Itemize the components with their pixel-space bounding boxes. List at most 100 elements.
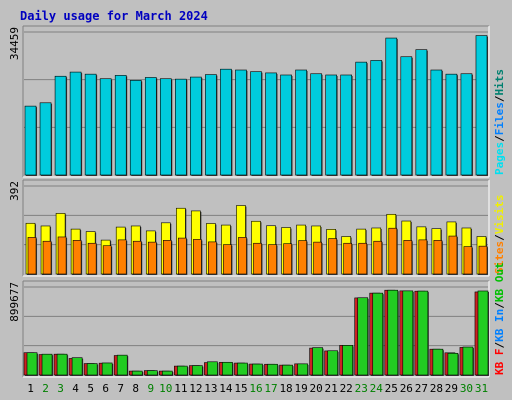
bar-group-day-19 bbox=[294, 363, 309, 376]
bar-group-day-4 bbox=[70, 228, 83, 275]
kbout-bar bbox=[477, 290, 489, 376]
day-label: 15 bbox=[234, 382, 247, 395]
sites-bar bbox=[463, 246, 473, 275]
bar-group-day-2 bbox=[39, 102, 53, 176]
sites-bar bbox=[162, 240, 172, 275]
bar-group-day-27 bbox=[416, 226, 428, 275]
hits-bar bbox=[129, 80, 142, 176]
kbout-bar bbox=[417, 290, 429, 376]
kbout-bar bbox=[26, 352, 38, 376]
kbout-bar bbox=[86, 363, 98, 376]
bar-group-day-2 bbox=[40, 225, 53, 275]
hits-bar bbox=[205, 74, 217, 176]
bar-group-day-9 bbox=[144, 77, 158, 176]
legend-part: / bbox=[493, 95, 506, 102]
kbout-bar bbox=[282, 364, 293, 376]
series-legend-label: KB F/KB In/KB Out bbox=[493, 262, 506, 375]
legend-part: Files bbox=[493, 102, 506, 135]
bar-group-day-28 bbox=[431, 228, 443, 275]
bar-group-day-31 bbox=[474, 290, 489, 376]
bar-group-day-24 bbox=[371, 227, 383, 275]
sites-bar bbox=[27, 237, 37, 275]
kbout-bar bbox=[267, 363, 278, 376]
day-label: 8 bbox=[132, 382, 139, 395]
hits-bar bbox=[475, 35, 488, 176]
hits-bar bbox=[39, 102, 52, 176]
chart-panels: 34459Pages/Files/Hits392Sites/Visits8996… bbox=[8, 25, 506, 378]
hits-bar bbox=[190, 76, 202, 176]
bar-group-day-9 bbox=[145, 230, 158, 275]
bar-group-day-30 bbox=[459, 346, 474, 376]
day-label: 26 bbox=[400, 382, 413, 395]
day-label: 24 bbox=[370, 382, 384, 395]
sites-bar bbox=[403, 240, 413, 275]
bar-group-day-25 bbox=[385, 37, 398, 177]
sites-bar bbox=[223, 244, 232, 275]
kbout-bar bbox=[177, 365, 188, 376]
bar-group-day-13 bbox=[204, 361, 219, 376]
legend-part: / bbox=[493, 234, 506, 241]
bar-group-day-17 bbox=[265, 72, 278, 176]
bar-group-day-30 bbox=[460, 73, 473, 176]
series-legend-label: Pages/Files/Hits bbox=[493, 69, 506, 175]
hits-bar bbox=[430, 69, 443, 176]
sites-bar bbox=[283, 243, 292, 275]
bar-group-day-23 bbox=[356, 228, 368, 275]
sites-bar bbox=[448, 235, 458, 275]
day-label: 13 bbox=[204, 382, 217, 395]
sites-bar bbox=[178, 237, 187, 275]
bar-group-day-6 bbox=[98, 362, 114, 376]
bar-group-day-25 bbox=[386, 213, 398, 275]
bar-group-day-9 bbox=[143, 370, 159, 376]
bar-group-day-13 bbox=[205, 74, 218, 176]
bar-group-day-7 bbox=[114, 75, 128, 176]
hits-bar bbox=[84, 73, 97, 176]
legend-part: / bbox=[493, 342, 506, 349]
sites-bar bbox=[328, 238, 337, 275]
day-label: 25 bbox=[385, 382, 398, 395]
day-label: 6 bbox=[102, 382, 109, 395]
day-label: 11 bbox=[174, 382, 187, 395]
hits-bar bbox=[54, 75, 67, 176]
bar-group-day-8 bbox=[128, 370, 144, 376]
day-label: 22 bbox=[340, 382, 353, 395]
bar-group-day-19 bbox=[295, 69, 308, 176]
bar-group-day-17 bbox=[264, 363, 279, 376]
sites-bar bbox=[193, 239, 202, 275]
sites-bar bbox=[343, 242, 353, 275]
hits-bar bbox=[370, 60, 383, 176]
hits-bar bbox=[99, 78, 112, 176]
bar-group-day-17 bbox=[266, 225, 278, 275]
bar-group-day-5 bbox=[85, 231, 98, 275]
bar-group-day-18 bbox=[280, 74, 293, 176]
sites-bar bbox=[208, 241, 217, 275]
bar-group-day-3 bbox=[54, 75, 68, 176]
day-label: 9 bbox=[147, 382, 154, 395]
bar-group-day-2 bbox=[38, 353, 54, 376]
bar-group-day-26 bbox=[400, 56, 413, 176]
hits-bar bbox=[400, 56, 413, 176]
bar-group-day-29 bbox=[445, 73, 458, 176]
hits-bar bbox=[24, 105, 37, 176]
hits-bar bbox=[445, 73, 458, 176]
kbout-bar bbox=[207, 361, 218, 376]
hits-bar bbox=[175, 78, 187, 176]
day-label: 18 bbox=[279, 382, 292, 395]
bar-group-day-24 bbox=[370, 60, 383, 177]
day-label: 3 bbox=[57, 382, 64, 395]
bar-group-day-11 bbox=[175, 78, 188, 176]
hits-bar bbox=[69, 71, 82, 176]
hits-bar bbox=[280, 74, 292, 176]
kbout-bar bbox=[222, 361, 233, 376]
kbout-bar bbox=[161, 370, 173, 376]
legend-part: KB F bbox=[493, 349, 506, 376]
bar-group-day-29 bbox=[444, 352, 459, 376]
day-label: 5 bbox=[87, 382, 94, 395]
day-label: 16 bbox=[249, 382, 262, 395]
bar-group-day-20 bbox=[310, 73, 323, 176]
day-label: 21 bbox=[325, 382, 338, 395]
bar-group-day-26 bbox=[399, 290, 414, 376]
